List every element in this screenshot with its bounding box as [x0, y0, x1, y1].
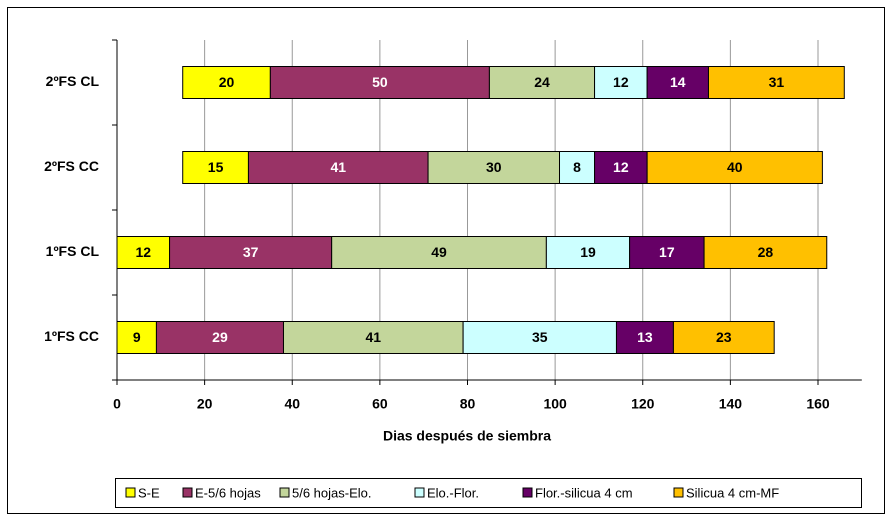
bar-segment — [247, 151, 429, 184]
bar-segment — [182, 66, 271, 99]
data-label: 30 — [486, 159, 502, 175]
data-label: 20 — [219, 74, 235, 90]
bar-segment — [646, 151, 823, 184]
legend-swatch — [125, 487, 136, 498]
data-label: 50 — [372, 74, 388, 90]
legend-swatch — [182, 487, 193, 498]
y-tick-label: 2ºFS CL — [46, 73, 100, 89]
data-label: 12 — [135, 244, 151, 260]
data-label: 23 — [716, 329, 732, 345]
data-label: 24 — [534, 74, 550, 90]
x-tick-label: 160 — [806, 396, 830, 412]
data-label: 19 — [580, 244, 596, 260]
x-tick-label: 60 — [372, 396, 388, 412]
bar-segment — [116, 236, 171, 269]
x-axis-title: Dias después de siembra — [383, 428, 551, 444]
legend-label: E-5/6 hojas — [195, 485, 261, 500]
data-label: 17 — [659, 244, 675, 260]
bar-segment — [707, 66, 845, 99]
legend-swatch — [279, 487, 290, 498]
bar-segment — [559, 151, 596, 184]
y-tick-label: 2ºFS CC — [44, 158, 99, 174]
x-tick-label: 100 — [543, 396, 567, 412]
bar-segment — [427, 151, 561, 184]
x-tick-label: 80 — [460, 396, 476, 412]
legend-label: Elo.-Flor. — [427, 485, 479, 500]
bar-segment — [703, 236, 828, 269]
x-tick-label: 140 — [719, 396, 743, 412]
data-label: 8 — [573, 159, 581, 175]
bar-segment — [672, 321, 775, 354]
x-tick-label: 40 — [284, 396, 300, 412]
legend-swatch — [414, 487, 425, 498]
bar-segment — [545, 236, 631, 269]
data-label: 49 — [431, 244, 447, 260]
bar-segment — [488, 66, 596, 99]
bar-segment — [169, 236, 333, 269]
x-tick-label: 0 — [113, 396, 121, 412]
bar-segment — [646, 66, 709, 99]
bar-segment — [629, 236, 705, 269]
data-label: 28 — [758, 244, 774, 260]
bar-segment — [594, 151, 648, 184]
data-label: 29 — [212, 329, 228, 345]
legend-label: S-E — [138, 485, 160, 500]
legend-swatch — [522, 487, 533, 498]
data-label: 35 — [532, 329, 548, 345]
bar-segment — [615, 321, 674, 354]
data-label: 37 — [243, 244, 259, 260]
bar-segment — [116, 321, 157, 354]
y-tick-label: 1ºFS CC — [44, 328, 99, 344]
bar-segment — [155, 321, 284, 354]
data-label: 15 — [208, 159, 224, 175]
data-label: 12 — [613, 74, 629, 90]
data-label: 12 — [613, 159, 629, 175]
legend-label: Silicua 4 cm-MF — [686, 485, 779, 500]
bar-segment — [282, 321, 464, 354]
y-tick-label: 1ºFS CL — [46, 243, 100, 259]
x-tick-label: 120 — [631, 396, 655, 412]
data-label: 41 — [366, 329, 382, 345]
legend-swatch — [673, 487, 684, 498]
bar-segment — [331, 236, 547, 269]
x-tick-label: 20 — [197, 396, 213, 412]
legend-box — [115, 478, 862, 508]
bar-segment — [182, 151, 249, 184]
data-label: 31 — [769, 74, 785, 90]
data-label: 9 — [133, 329, 141, 345]
legend-label: 5/6 hojas-Elo. — [292, 485, 372, 500]
data-label: 41 — [330, 159, 346, 175]
bar-segment — [594, 66, 648, 99]
data-label: 14 — [670, 74, 686, 90]
data-label: 13 — [637, 329, 653, 345]
bar-segment — [269, 66, 490, 99]
data-label: 40 — [727, 159, 743, 175]
legend-label: Flor.-silicua 4 cm — [535, 485, 633, 500]
